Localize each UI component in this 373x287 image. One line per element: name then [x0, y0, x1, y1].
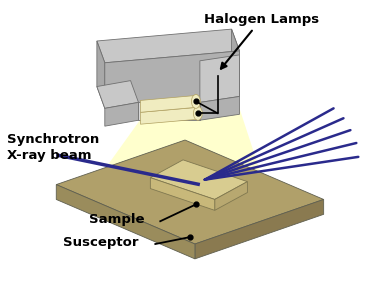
Polygon shape — [200, 96, 239, 120]
Polygon shape — [97, 81, 138, 108]
Polygon shape — [105, 102, 138, 126]
Polygon shape — [105, 51, 239, 108]
Text: Synchrotron
X-ray beam: Synchrotron X-ray beam — [7, 133, 99, 162]
Polygon shape — [97, 41, 105, 108]
Polygon shape — [232, 29, 239, 96]
Polygon shape — [215, 182, 247, 210]
Polygon shape — [138, 102, 200, 120]
Text: Susceptor: Susceptor — [63, 236, 139, 249]
Polygon shape — [200, 55, 239, 102]
Ellipse shape — [191, 94, 200, 108]
Polygon shape — [56, 140, 324, 244]
Polygon shape — [141, 96, 196, 112]
Polygon shape — [150, 178, 215, 210]
Polygon shape — [56, 185, 195, 259]
Polygon shape — [195, 199, 324, 259]
Polygon shape — [101, 108, 274, 214]
Text: Sample: Sample — [89, 213, 144, 226]
Polygon shape — [97, 29, 239, 63]
Polygon shape — [150, 160, 247, 199]
Polygon shape — [141, 107, 198, 124]
Text: Halogen Lamps: Halogen Lamps — [204, 13, 319, 69]
Ellipse shape — [194, 106, 202, 120]
